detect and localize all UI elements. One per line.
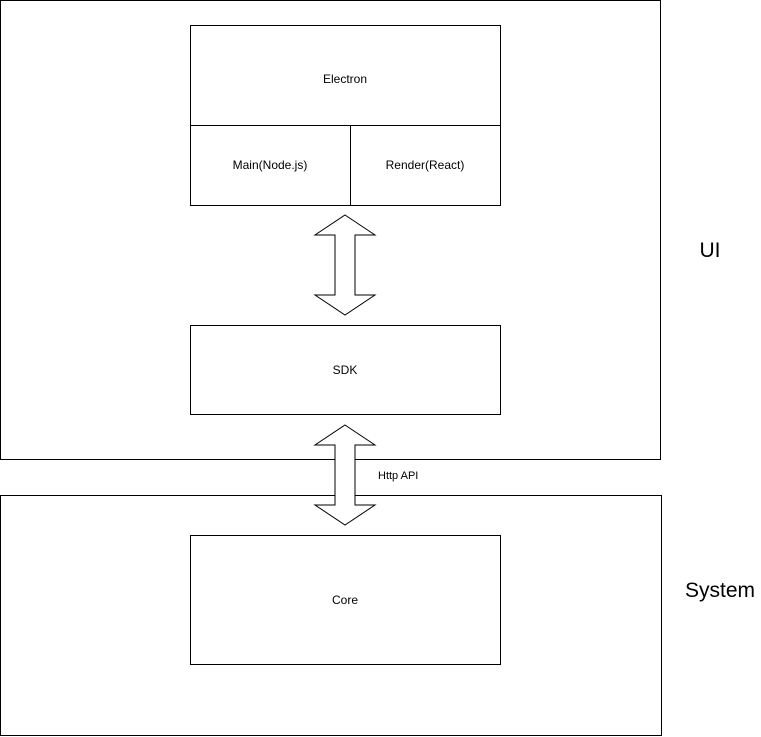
main-label: Main(Node.js) xyxy=(233,158,308,172)
sdk-box xyxy=(190,325,501,415)
core-label: Core xyxy=(332,593,358,607)
sdk-label: SDK xyxy=(333,363,358,377)
electron-label: Electron xyxy=(323,72,367,86)
http-api-label: Http API xyxy=(378,470,418,482)
ui-layer-label: UI xyxy=(700,239,721,262)
render-label: Render(React) xyxy=(386,158,465,172)
core-box xyxy=(190,535,501,665)
sdk-core-double-arrow xyxy=(313,424,377,526)
electron-box xyxy=(190,25,501,206)
electron-sdk-double-arrow xyxy=(313,214,377,316)
system-layer-label: System xyxy=(685,579,755,602)
